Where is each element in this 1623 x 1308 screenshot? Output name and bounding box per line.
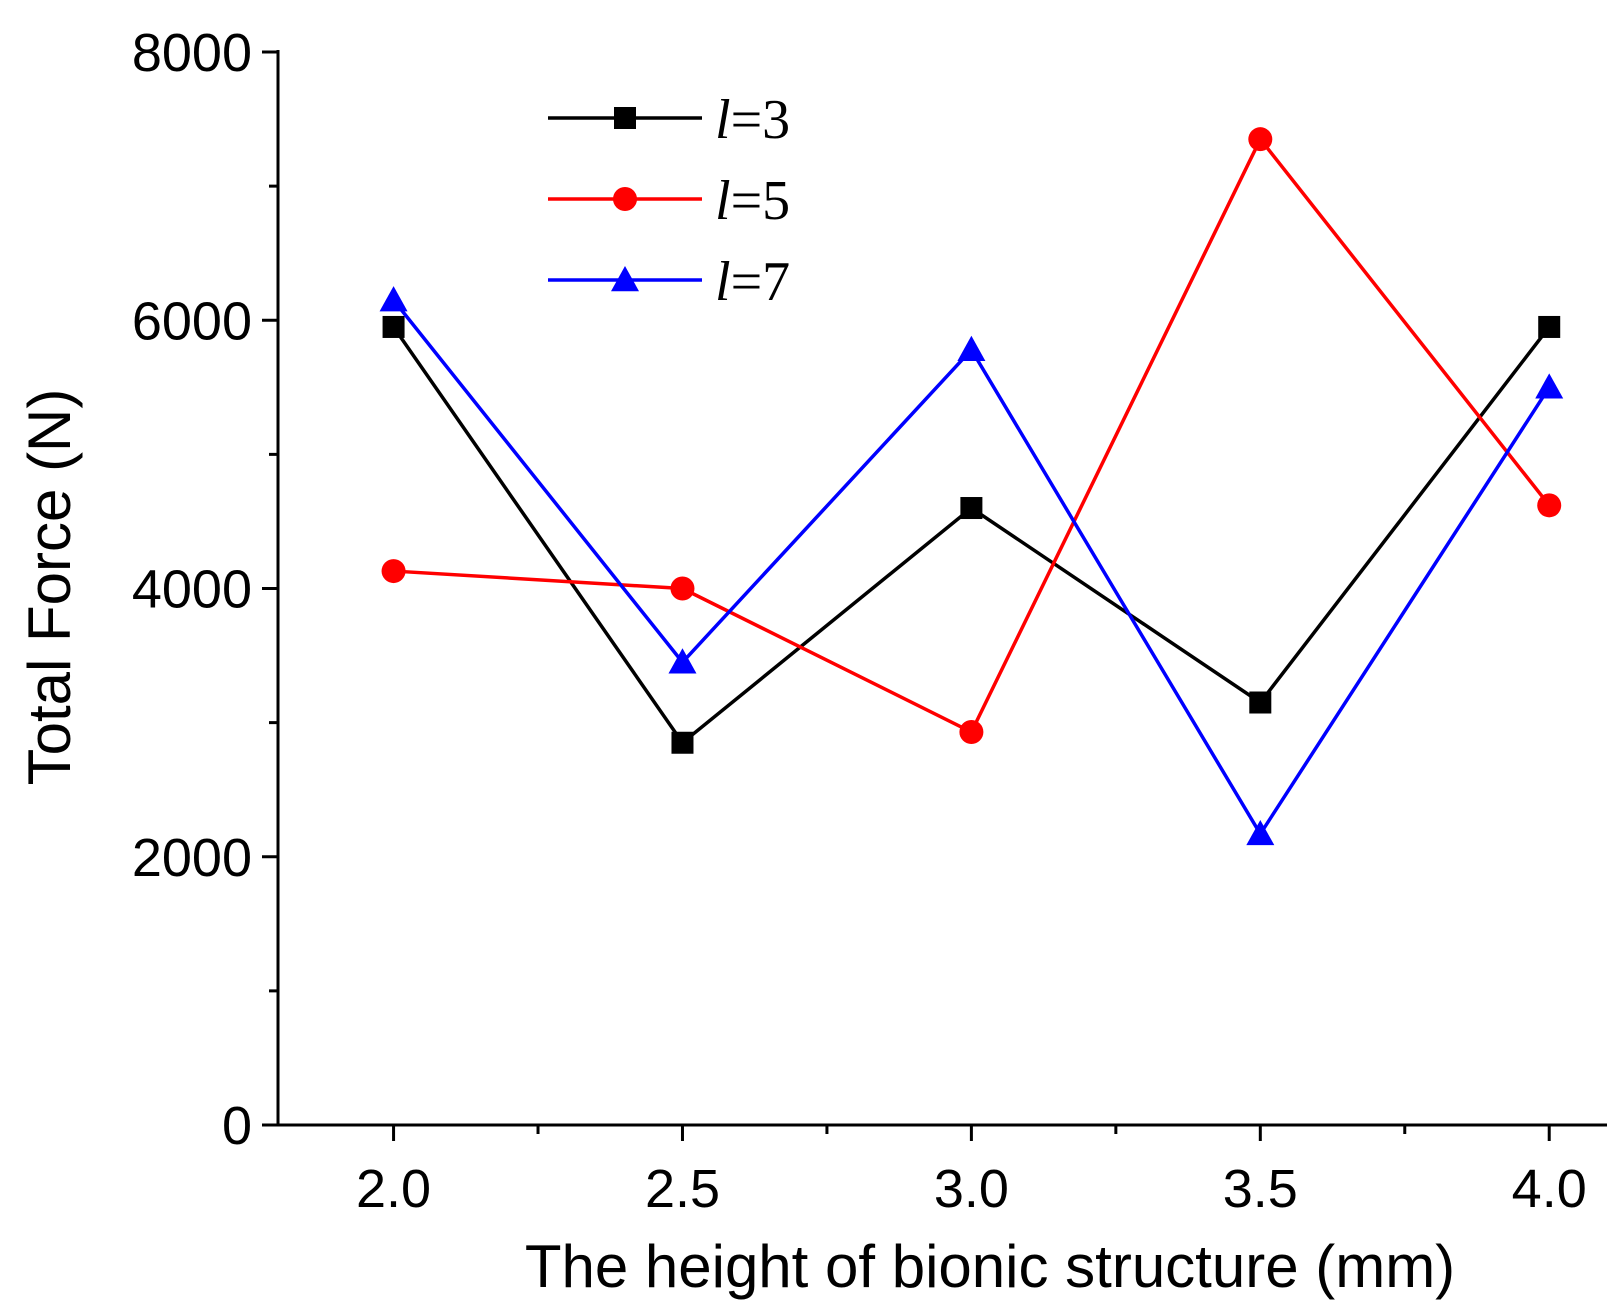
data-point bbox=[1249, 691, 1272, 714]
y-tick-label: 6000 bbox=[132, 291, 252, 351]
series-3 bbox=[379, 286, 1564, 846]
x-axis-title: The height of bionic structure (mm) bbox=[525, 1233, 1455, 1300]
data-point bbox=[960, 497, 983, 520]
series-2 bbox=[381, 127, 1562, 745]
y-tick-label: 8000 bbox=[132, 23, 252, 83]
x-tick-label: 3.5 bbox=[1223, 1159, 1298, 1219]
y-axis-ticks: 0 2000 4000 6000 8000 bbox=[132, 23, 278, 1156]
series-1 bbox=[382, 315, 1561, 754]
data-point bbox=[1246, 819, 1275, 846]
data-point bbox=[379, 286, 408, 312]
x-axis-ticks: 2.0 2.5 3.0 3.5 4.0 bbox=[356, 1125, 1587, 1219]
x-tick-label: 4.0 bbox=[1512, 1159, 1587, 1219]
x-tick-label: 2.0 bbox=[356, 1159, 431, 1219]
series-line bbox=[392, 325, 1551, 746]
legend-label: l=7 bbox=[715, 251, 790, 313]
series-line bbox=[392, 299, 1551, 838]
series-layer bbox=[379, 127, 1564, 846]
series-line bbox=[393, 135, 1551, 735]
legend-marker bbox=[614, 107, 636, 129]
legend-label: l=5 bbox=[715, 170, 790, 232]
legend-label: l=3 bbox=[715, 89, 790, 151]
data-point bbox=[1537, 493, 1562, 518]
data-point bbox=[382, 315, 405, 338]
y-tick-label: 4000 bbox=[132, 560, 252, 620]
data-point bbox=[957, 335, 986, 361]
y-tick-label: 0 bbox=[222, 1096, 252, 1156]
data-point bbox=[671, 731, 694, 754]
axes bbox=[276, 50, 1607, 1127]
legend-entry-2: l=5 bbox=[548, 170, 790, 232]
legend-entry-1: l=3 bbox=[548, 89, 790, 151]
x-tick-label: 3.0 bbox=[934, 1159, 1009, 1219]
data-point bbox=[381, 559, 406, 584]
y-axis-title: Total Force (N) bbox=[16, 389, 83, 786]
legend-entry-3: l=7 bbox=[548, 251, 790, 313]
data-point bbox=[1248, 127, 1273, 152]
data-point bbox=[670, 576, 695, 601]
data-point bbox=[959, 720, 984, 745]
data-point bbox=[668, 648, 697, 674]
y-tick-label: 2000 bbox=[132, 828, 252, 888]
legend-marker bbox=[611, 266, 639, 292]
x-tick-label: 2.5 bbox=[645, 1159, 720, 1219]
data-point bbox=[1538, 315, 1561, 338]
data-point bbox=[1535, 373, 1564, 399]
legend-marker bbox=[613, 187, 637, 211]
legend: l=3 l=5 l=7 bbox=[548, 89, 790, 313]
